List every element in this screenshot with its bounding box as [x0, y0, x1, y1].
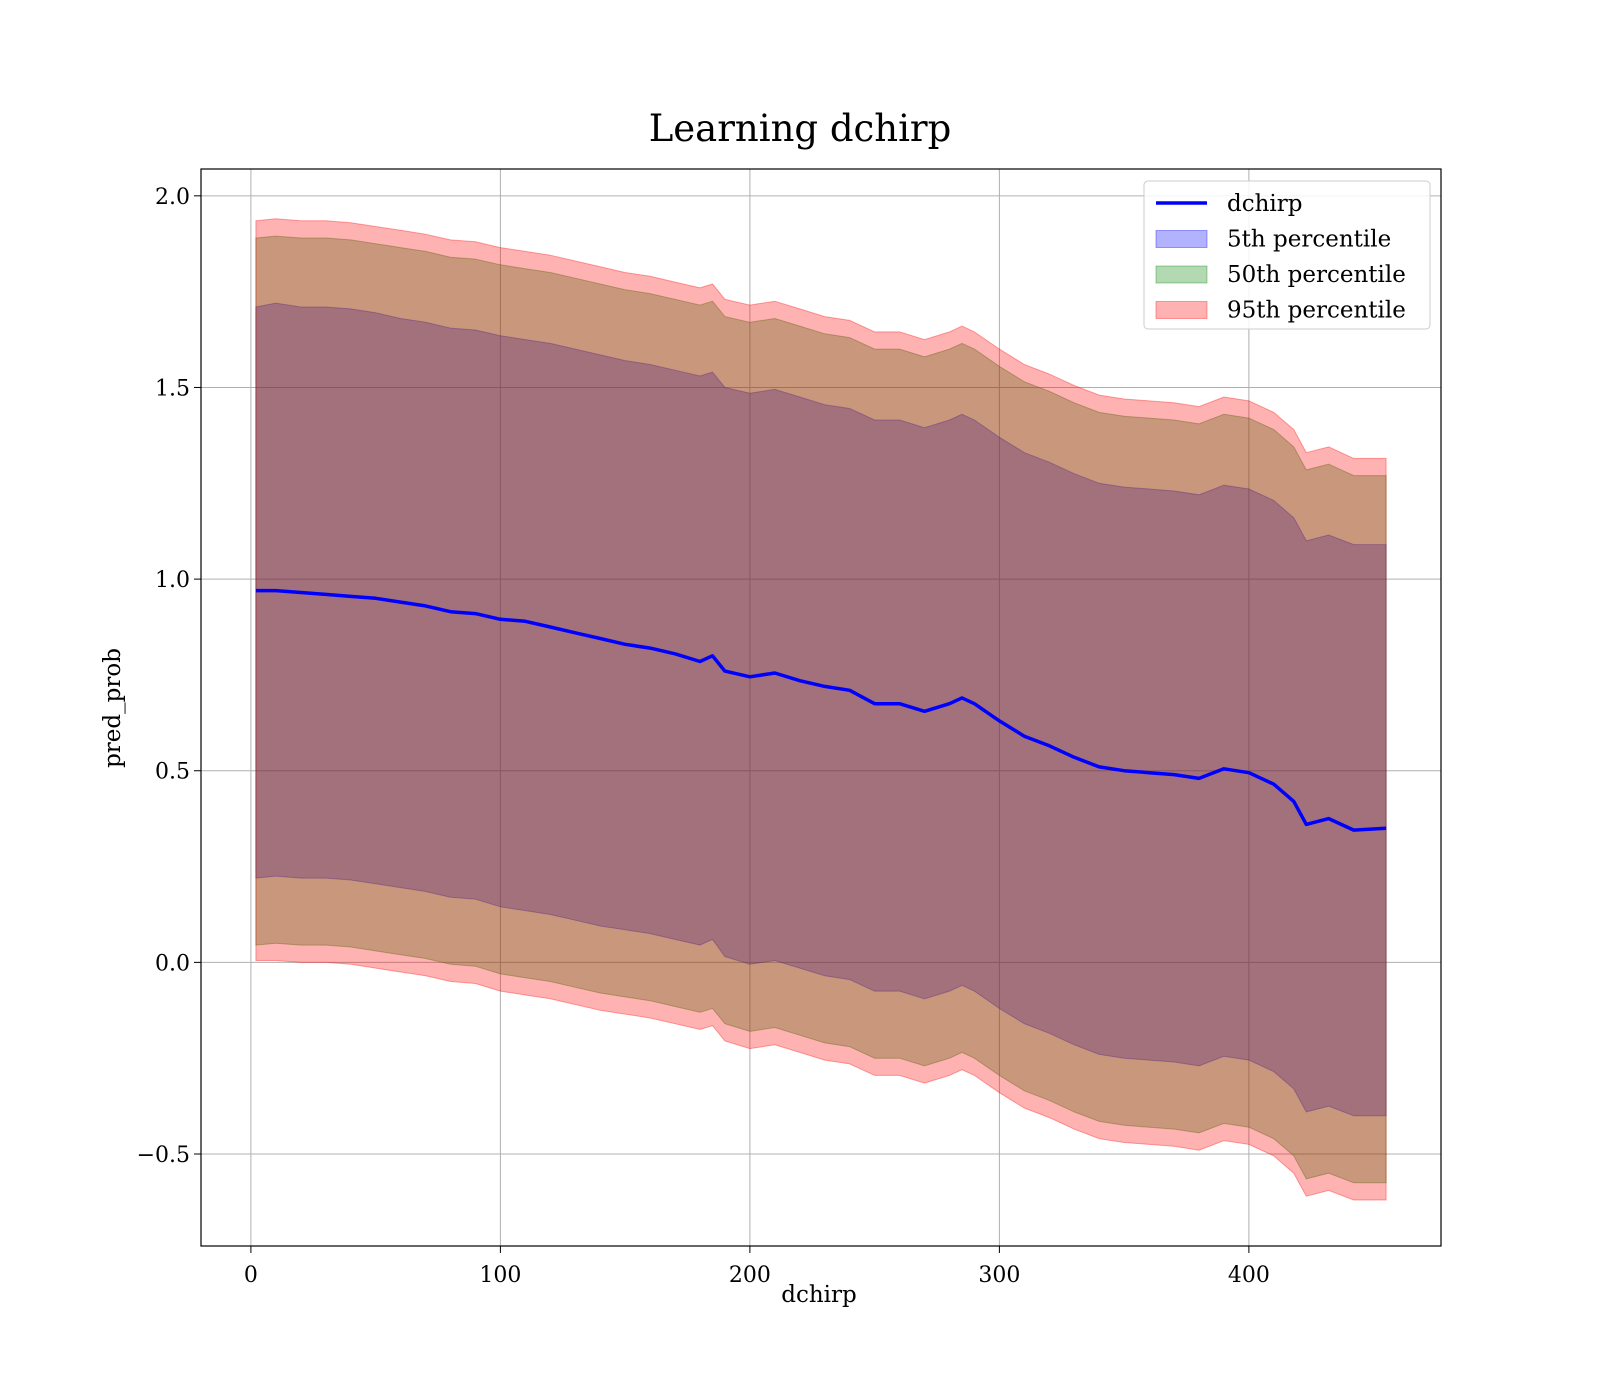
x-tick-label: 300	[978, 1263, 1020, 1288]
band-5th-percentile	[255, 302, 1387, 1117]
series-lines	[255, 588, 1387, 832]
plot-frame	[200, 168, 1442, 1247]
y-tick-label: 0.0	[155, 951, 190, 976]
percentile-bands	[255, 218, 1387, 1201]
legend-swatch-95th-percentile	[1155, 301, 1208, 319]
x-tick-label: 400	[1228, 1263, 1270, 1288]
legend: dchirp 5th percentile 50th percentile 95th …	[1143, 180, 1431, 330]
legend-label-50th-percentile: 50th percentile	[1227, 262, 1406, 288]
legend-label-95th-percentile: 95th percentile	[1227, 298, 1406, 324]
legend-frame	[1143, 180, 1431, 330]
x-axis-label: dchirp	[781, 1282, 857, 1308]
legend-swatch-50th-percentile	[1155, 265, 1208, 284]
band-50th-percentile	[255, 235, 1387, 1184]
x-tick-label: 0	[244, 1263, 258, 1288]
x-tick-label: 200	[729, 1263, 771, 1288]
band-95th-percentile	[255, 218, 1387, 1201]
y-tick-label: 0.5	[155, 760, 190, 785]
x-axis: 0 100 200 300 400	[244, 1246, 1270, 1288]
chart-title: Learning dchirp	[649, 107, 952, 150]
legend-swatch-5th-percentile	[1155, 230, 1208, 248]
y-tick-label: 1.5	[155, 376, 190, 401]
line-dchirp	[255, 588, 1387, 832]
plot-area	[200, 168, 1442, 1247]
y-tick-label: −0.5	[137, 1143, 190, 1168]
y-tick-label: 2.0	[155, 185, 190, 210]
y-axis-label: pred_prob	[100, 648, 126, 768]
y-axis: −0.5 0.0 0.5 1.0 1.5 2.0	[137, 185, 201, 1168]
legend-label-5th-percentile: 5th percentile	[1227, 227, 1391, 253]
y-tick-label: 1.0	[155, 568, 190, 593]
x-tick-label: 100	[479, 1263, 521, 1288]
legend-label-dchirp: dchirp	[1227, 191, 1303, 217]
